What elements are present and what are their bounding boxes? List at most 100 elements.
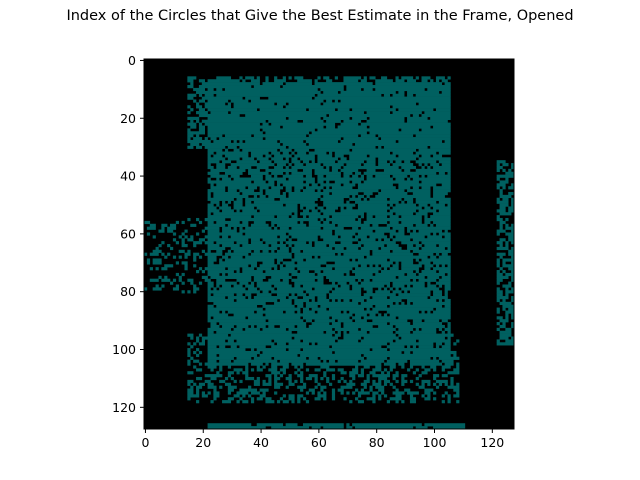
heatmap-cell-run (230, 255, 243, 259)
heatmap-cell-run (331, 290, 362, 294)
heatmap-cell-run (372, 348, 388, 352)
heatmap-cell-run (271, 171, 284, 175)
heatmap-cell-run (216, 249, 223, 253)
heatmap-cell-run (447, 400, 451, 404)
heatmap-cell-run (317, 174, 324, 178)
heatmap-cell-run (357, 232, 385, 236)
heatmap-cell-run (424, 244, 437, 248)
heatmap-cell-run (227, 374, 232, 378)
heatmap-cell-run (421, 310, 425, 314)
heatmap-cell-run (294, 301, 304, 305)
heatmap-cell-run (239, 397, 243, 401)
heatmap-cell-run (424, 267, 431, 271)
heatmap-cell-run (207, 191, 211, 196)
heatmap-cell-run (161, 267, 168, 271)
heatmap-cell-run (435, 76, 445, 80)
heatmap-cell-run (279, 197, 318, 201)
heatmap-cell-run (415, 168, 451, 173)
heatmap-cell-run (207, 296, 226, 300)
heatmap-cell-run (198, 79, 205, 83)
heatmap-cell-run (271, 426, 310, 430)
heatmap-cell-run (187, 333, 194, 337)
heatmap-cell-run (282, 394, 286, 398)
heatmap-cell-run (230, 174, 240, 178)
heatmap-cell-run (352, 316, 362, 320)
heatmap-cell-run (207, 134, 223, 138)
heatmap-cell-run (499, 319, 509, 323)
heatmap-cell-run (427, 281, 431, 285)
heatmap-cell-run (323, 391, 327, 395)
heatmap-cell-run (508, 307, 515, 311)
heatmap-cell-run (511, 163, 515, 167)
heatmap-cell-run (300, 206, 304, 210)
heatmap-cell-run (415, 223, 428, 227)
heatmap-cell-run (213, 394, 220, 398)
heatmap-cell-run (193, 290, 197, 294)
heatmap-cell-run (239, 139, 243, 144)
heatmap-cell-run (224, 252, 249, 256)
heatmap-cell-run (227, 157, 240, 161)
heatmap-cell-run (250, 348, 255, 352)
heatmap-cell-run (430, 145, 451, 149)
heatmap-cell-run (433, 194, 445, 199)
heatmap-cell-run (227, 165, 237, 170)
heatmap-cell-run (233, 105, 284, 109)
heatmap-cell-run (444, 139, 451, 144)
heatmap-cell-run (274, 391, 278, 395)
heatmap-cell-run (418, 339, 451, 343)
heatmap-cell-run (334, 76, 338, 80)
heatmap-cell-run (369, 313, 376, 317)
heatmap-cell-run (227, 267, 240, 271)
heatmap-cell-run (430, 163, 440, 167)
heatmap-cell-run (375, 264, 379, 268)
heatmap-cell-run (311, 160, 315, 164)
heatmap-cell-run (198, 99, 205, 103)
heatmap-cell-run (201, 249, 205, 253)
heatmap-cell-run (496, 183, 506, 187)
heatmap-cell-run (389, 220, 399, 225)
heatmap-cell-run (505, 226, 515, 230)
heatmap-cell-run (308, 220, 321, 225)
heatmap-cell-run (265, 137, 341, 141)
heatmap-cell-run (372, 319, 408, 323)
heatmap-cell-run (496, 327, 500, 332)
heatmap-cell-run (496, 258, 500, 262)
heatmap-cell-run (456, 400, 460, 404)
heatmap-cell-run (279, 264, 284, 268)
heatmap-cell-run (239, 145, 286, 149)
heatmap-cell-run (285, 82, 312, 86)
heatmap-cell-run (395, 339, 417, 343)
heatmap-cell-run (401, 301, 405, 305)
heatmap-cell-run (230, 376, 234, 381)
heatmap-cell-run (207, 356, 234, 360)
heatmap-cell-run (178, 249, 185, 253)
heatmap-cell-run (352, 180, 362, 184)
heatmap-cell-run (262, 350, 333, 355)
heatmap-cell-run (409, 397, 417, 401)
heatmap-cell-run (349, 197, 362, 201)
heatmap-cell-run (282, 371, 286, 375)
heatmap-cell-run (227, 391, 232, 395)
heatmap-cell-run (511, 316, 515, 320)
heatmap-cell-run (401, 220, 422, 225)
heatmap-cell-run (250, 151, 269, 155)
heatmap-cell-run (502, 298, 506, 303)
heatmap-cell-run (355, 200, 399, 204)
heatmap-cell-run (198, 267, 203, 271)
heatmap-cell-run (155, 246, 159, 251)
heatmap-cell-run (314, 270, 321, 274)
heatmap-cell-run (297, 293, 307, 297)
heatmap-cell-run (375, 229, 396, 233)
heatmap-cell-run (499, 336, 509, 340)
heatmap-cell-run (196, 145, 203, 149)
heatmap-cell-run (259, 160, 272, 164)
heatmap-cell-run (395, 388, 399, 392)
heatmap-cell-run (375, 87, 425, 92)
heatmap-cell-run (271, 223, 275, 227)
heatmap-cell-run (181, 290, 185, 294)
heatmap-cell-run (372, 296, 388, 300)
heatmap-cell-run (395, 212, 414, 216)
heatmap-cell-run (181, 272, 185, 277)
heatmap-cell-run (158, 275, 162, 279)
heatmap-cell-run (343, 165, 399, 170)
